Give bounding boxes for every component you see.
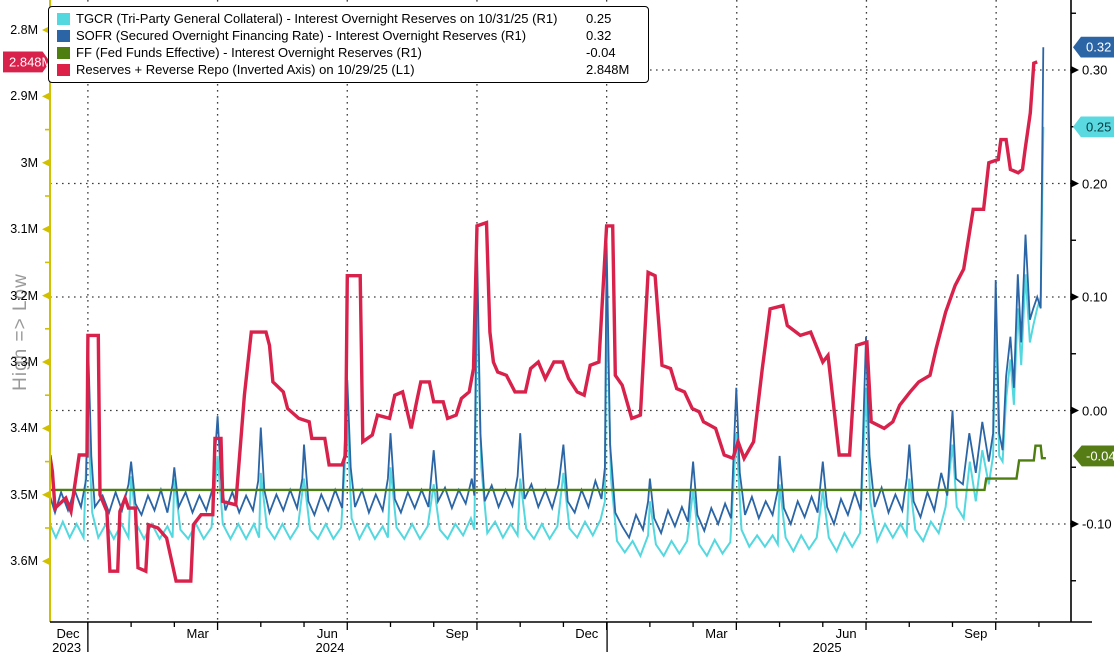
- legend-swatch-reserves: [57, 63, 70, 76]
- x-axis-year-label: 2025: [812, 640, 842, 655]
- left-axis-major-tick: [42, 92, 50, 101]
- legend-label: FF (Fed Funds Effective) - Interest Over…: [76, 45, 422, 60]
- left-axis-tick-label: 2.8M: [10, 23, 38, 37]
- legend-item-sofr: SOFR (Secured Overnight Financing Rate) …: [57, 27, 640, 44]
- legend-label: SOFR (Secured Overnight Financing Rate) …: [76, 28, 527, 43]
- series-line-ff: [50, 444, 1046, 492]
- left-axis-tick-label: 3.5M: [10, 487, 38, 502]
- series-line-sofr: [50, 47, 1045, 540]
- left-axis-major-tick: [42, 424, 50, 433]
- right-axis-tick-label: 0.10: [1082, 289, 1108, 305]
- legend-swatch-sofr: [57, 29, 70, 42]
- left-axis-major-tick: [42, 291, 50, 300]
- left-axis-major-tick: [42, 490, 50, 499]
- legend-value: 0.32: [586, 28, 612, 43]
- left-axis-title: High => Low: [10, 222, 34, 442]
- right-axis-major-tick: [1071, 179, 1079, 188]
- left-axis-tick-label: 3.2M: [10, 288, 38, 303]
- series-line-reserves-reverse-repo: [50, 60, 1038, 583]
- left-axis-tick-label: 3.6M: [10, 554, 38, 569]
- left-axis-tick-label: 3M: [20, 155, 38, 170]
- legend-value: 0.25: [586, 11, 612, 26]
- legend-value: 2.848M: [586, 62, 630, 77]
- legend-value: -0.04: [586, 45, 616, 60]
- legend-item-tgcr: TGCR (Tri-Party General Collateral) - In…: [57, 10, 640, 27]
- right-axis-value-badge: 0.32: [1073, 36, 1114, 58]
- right-axis-value-badge: 0.25: [1073, 116, 1114, 138]
- right-axis-major-tick: [1071, 520, 1079, 528]
- left-axis-major-tick: [42, 358, 50, 366]
- legend-label: Reserves + Reverse Repo (Inverted Axis) …: [76, 62, 415, 77]
- left-axis-current-value-badge: 2.848M: [3, 51, 50, 73]
- left-axis-tick-label: 2.9M: [10, 89, 38, 104]
- right-axis-tick-label: -0.10: [1082, 516, 1112, 532]
- legend-label: TGCR (Tri-Party General Collateral) - In…: [76, 11, 558, 26]
- x-axis-quarter-label: Sep: [964, 626, 988, 641]
- x-axis-year-label: 2023: [52, 640, 82, 655]
- legend-item-reserves: Reserves + Reverse Repo (Inverted Axis) …: [57, 61, 640, 78]
- right-axis-major-tick: [1071, 406, 1079, 415]
- right-axis-tick-label: 0.30: [1082, 62, 1108, 78]
- legend-item-ff: FF (Fed Funds Effective) - Interest Over…: [57, 44, 640, 61]
- right-axis-value-badge: -0.04: [1073, 445, 1114, 467]
- x-axis-quarter-label: Sep: [445, 626, 469, 641]
- x-axis-quarter-label: Dec: [56, 626, 80, 641]
- right-axis-tick-label: 0.20: [1082, 176, 1108, 191]
- x-axis-year-label: 2024: [315, 640, 345, 655]
- x-axis-quarter-label: Jun: [835, 626, 857, 641]
- legend: TGCR (Tri-Party General Collateral) - In…: [48, 6, 649, 83]
- legend-swatch-tgcr: [57, 12, 70, 25]
- right-axis-tick-label: 0.00: [1082, 403, 1108, 418]
- left-axis-major-tick: [42, 158, 50, 167]
- left-axis-major-tick: [42, 225, 50, 234]
- x-axis-quarter-label: Jun: [316, 626, 338, 641]
- legend-swatch-ff: [57, 46, 70, 59]
- left-axis-tick-label: 3.4M: [10, 421, 38, 436]
- x-axis-quarter-label: Dec: [575, 626, 599, 641]
- series-line-tgcr: [50, 126, 1045, 559]
- left-axis-major-tick: [42, 557, 50, 566]
- right-axis-major-tick: [1071, 293, 1079, 301]
- right-axis-major-tick: [1071, 66, 1079, 74]
- left-axis-tick-label: 3.3M: [10, 355, 38, 369]
- x-axis-quarter-label: Mar: [705, 626, 728, 641]
- left-axis-tick-label: 3.1M: [10, 222, 38, 237]
- x-axis-quarter-label: Mar: [186, 626, 209, 641]
